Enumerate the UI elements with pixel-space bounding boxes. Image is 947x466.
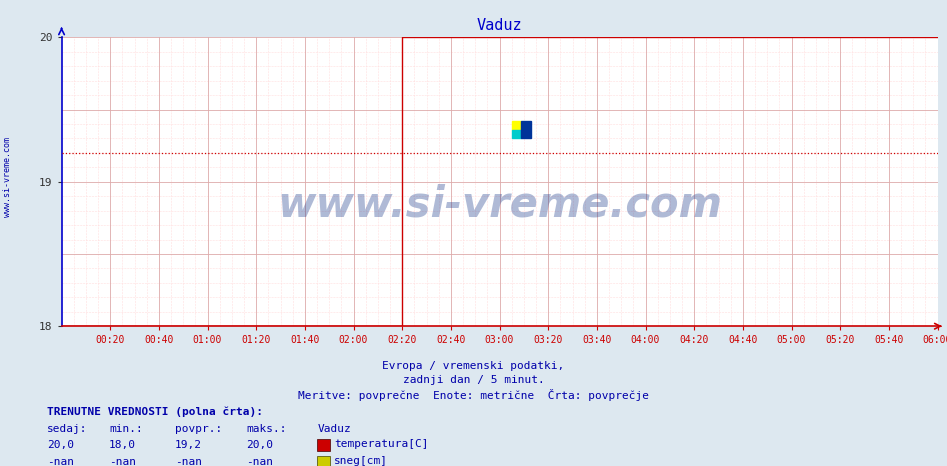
Bar	[522, 121, 531, 138]
Text: -nan: -nan	[109, 457, 136, 466]
Bar	[511, 121, 522, 130]
Text: www.si-vreme.com: www.si-vreme.com	[3, 137, 12, 217]
Text: www.si-vreme.com: www.si-vreme.com	[277, 184, 722, 226]
Title: Vaduz: Vaduz	[476, 18, 523, 34]
Text: -nan: -nan	[175, 457, 203, 466]
Text: 19,2: 19,2	[175, 440, 203, 450]
Text: min.:: min.:	[109, 425, 143, 434]
Text: Vaduz: Vaduz	[317, 425, 351, 434]
Text: 20,0: 20,0	[246, 440, 274, 450]
Text: sneg[cm]: sneg[cm]	[334, 456, 388, 466]
Text: temperatura[C]: temperatura[C]	[334, 439, 429, 449]
Text: zadnji dan / 5 minut.: zadnji dan / 5 minut.	[402, 375, 545, 385]
Text: Evropa / vremenski podatki,: Evropa / vremenski podatki,	[383, 361, 564, 371]
Text: sedaj:: sedaj:	[47, 425, 88, 434]
Text: 20,0: 20,0	[47, 440, 75, 450]
Bar	[511, 130, 522, 138]
Text: Meritve: povprečne  Enote: metrične  Črta: povprečje: Meritve: povprečne Enote: metrične Črta:…	[298, 389, 649, 401]
Text: -nan: -nan	[47, 457, 75, 466]
Text: 18,0: 18,0	[109, 440, 136, 450]
Text: povpr.:: povpr.:	[175, 425, 223, 434]
Text: TRENUTNE VREDNOSTI (polna črta):: TRENUTNE VREDNOSTI (polna črta):	[47, 406, 263, 417]
Text: -nan: -nan	[246, 457, 274, 466]
Text: maks.:: maks.:	[246, 425, 287, 434]
